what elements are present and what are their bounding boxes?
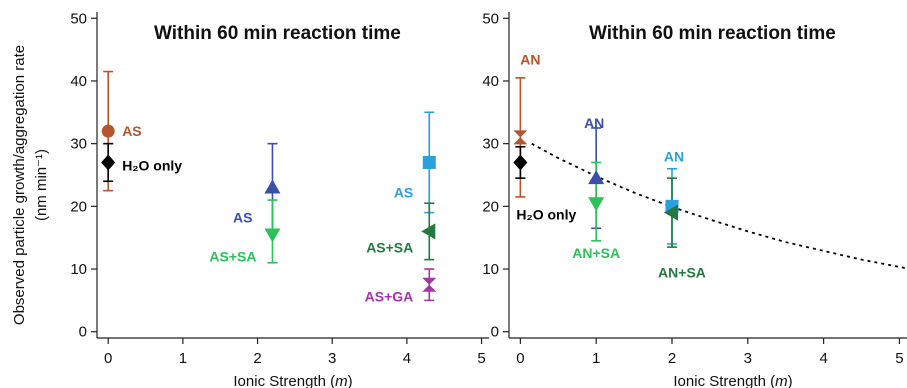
data-point-square — [422, 155, 436, 169]
y-tick-label: 40 — [482, 73, 499, 90]
point-label: AN — [520, 51, 540, 67]
y-tick-label: 20 — [482, 198, 499, 215]
data-point-triangle-up — [264, 179, 281, 194]
x-tick-label: 5 — [895, 350, 903, 367]
x-tick-label: 3 — [744, 350, 752, 367]
x-tick-label: 3 — [328, 350, 336, 367]
point-label: AN+SA — [658, 265, 706, 281]
point-label: AS+SA — [366, 239, 413, 255]
data-point-triangle-up — [588, 170, 605, 185]
x-axis-title: Ionic Strength (m) — [673, 373, 792, 388]
y-tick-label: 50 — [482, 10, 499, 27]
point-label: H₂O only — [516, 206, 576, 222]
y-tick-label: 30 — [70, 136, 87, 153]
x-tick-label: 2 — [253, 350, 261, 367]
y-axis-title-unit: (nm min⁻¹) — [33, 149, 50, 221]
x-tick-label: 1 — [592, 350, 600, 367]
y-axis-title-main: Observed particle growth/aggregation rat… — [11, 45, 28, 325]
point-label: AS+GA — [365, 289, 414, 305]
x-tick-label: 5 — [477, 350, 485, 367]
point-label: AN+SA — [572, 245, 620, 261]
y-tick-label: 20 — [70, 198, 87, 215]
y-tick-label: 40 — [70, 73, 87, 90]
y-tick-label: 0 — [491, 324, 499, 341]
x-tick-label: 0 — [516, 350, 524, 367]
data-point-bowtie — [422, 277, 437, 292]
data-point-bowtie — [513, 130, 528, 145]
y-tick-label: 10 — [482, 261, 499, 278]
point-label: AS — [122, 123, 141, 139]
data-point-diamond — [513, 154, 528, 171]
data-point-circle — [101, 124, 115, 138]
x-tick-label: 4 — [403, 350, 411, 367]
point-label: AN — [664, 148, 684, 164]
x-axis-title: Ionic Strength (m) — [233, 373, 352, 388]
point-label: H₂O only — [122, 157, 182, 173]
panel-title: Within 60 min reaction time — [589, 23, 836, 44]
data-point-triangle-down — [588, 197, 605, 212]
data-point-triangle-left — [663, 204, 678, 221]
y-tick-label: 50 — [70, 10, 87, 27]
point-label: AS — [233, 210, 252, 226]
point-label: AS+SA — [209, 249, 256, 265]
y-tick-label: 30 — [482, 136, 499, 153]
data-point-diamond — [101, 154, 116, 171]
panel-title: Within 60 min reaction time — [154, 23, 401, 44]
fit-curve-dashed — [531, 142, 907, 270]
y-tick-label: 10 — [70, 261, 87, 278]
x-tick-label: 0 — [104, 350, 112, 367]
x-tick-label: 2 — [668, 350, 676, 367]
y-axis-title: Observed particle growth/aggregation rat… — [11, 45, 50, 325]
y-tick-label: 0 — [79, 324, 87, 341]
point-label: AS — [394, 184, 413, 200]
panel-right: 0 10 20 30 40 50 0 1 2 3 4 5 Ionic Strength (m) Withi… — [482, 10, 907, 388]
x-tick-label: 4 — [819, 350, 827, 367]
point-label: AN — [584, 115, 604, 131]
data-point-triangle-down — [264, 228, 281, 243]
panel-left: 0 10 20 30 40 50 0 1 2 3 4 5 Ionic Strength (m) Withi… — [70, 10, 489, 388]
data-point-triangle-left — [421, 223, 436, 240]
x-tick-label: 1 — [179, 350, 187, 367]
